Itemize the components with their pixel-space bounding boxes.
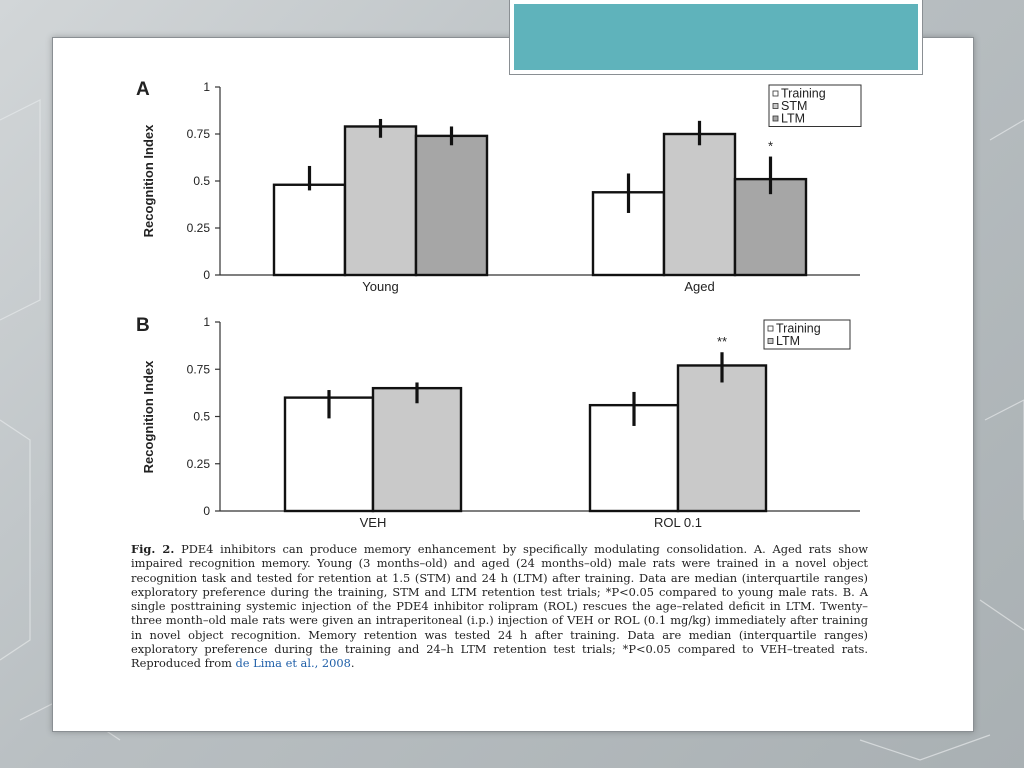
bar-rol-0-1-ltm: [676, 364, 768, 513]
bar-aged-stm: [662, 132, 737, 277]
legend-label-training: Training: [781, 87, 826, 101]
y-tick-label: 0.75: [187, 362, 211, 376]
y-tick-label: 1: [203, 80, 210, 94]
slide-content-panel: [52, 37, 974, 732]
caption-fig-label: Fig. 2.: [131, 542, 175, 556]
y-tick-label: 1: [203, 315, 210, 329]
caption-end: .: [350, 656, 355, 671]
y-tick-label: 0: [203, 504, 210, 518]
y-axis-label: Recognition Index: [141, 360, 156, 473]
bar-aged-ltm: [733, 177, 808, 277]
legend-label-stm: STM: [781, 99, 807, 113]
legend-swatch-stm: [772, 103, 779, 109]
y-tick-label: 0.5: [193, 410, 210, 424]
x-category-label: VEH: [360, 515, 387, 530]
caption-text: PDE4 inhibitors can produce memory enhan…: [131, 542, 868, 671]
y-tick-label: 0.25: [187, 457, 211, 471]
significance-marker: **: [717, 334, 727, 349]
panel-label-B: B: [136, 315, 150, 336]
legend-swatch-ltm: [772, 115, 779, 122]
recognition-index-charts: A Recognition Index 0 0.25 0.5 0.75 1 Young * Age…: [136, 79, 862, 530]
x-category-label: Young: [362, 279, 398, 294]
legend-swatch-training: [767, 325, 774, 332]
legend-label-ltm: LTM: [776, 334, 800, 348]
slide-title-box: [509, 0, 923, 75]
legend-swatch-training: [772, 90, 779, 97]
legend-swatch-ltm: [767, 338, 774, 344]
x-category-label: Aged: [684, 279, 714, 294]
legend-label-training: Training: [776, 322, 821, 336]
legend-box: [763, 319, 851, 350]
x-category-label: ROL 0.1: [654, 515, 702, 530]
y-tick-label: 0.5: [193, 174, 210, 188]
y-tick-label: 0.25: [187, 221, 211, 235]
significance-marker: *: [768, 139, 773, 154]
bar-young-stm: [343, 125, 418, 277]
legend-label-ltm: LTM: [781, 112, 805, 126]
y-axis-label: Recognition Index: [141, 124, 156, 237]
bar-young-ltm: [414, 134, 489, 277]
y-tick-label: 0: [203, 268, 210, 282]
caption-reference-link[interactable]: de Lima et al., 2008: [235, 656, 351, 671]
figure-caption: Fig. 2. PDE4 inhibitors can produce memo…: [131, 542, 868, 671]
y-tick-label: 0.75: [187, 127, 211, 141]
bar-young-training: [272, 183, 347, 277]
legend-box: [768, 84, 862, 127]
panel-label-A: A: [136, 79, 150, 100]
bar-veh-ltm: [371, 386, 463, 513]
